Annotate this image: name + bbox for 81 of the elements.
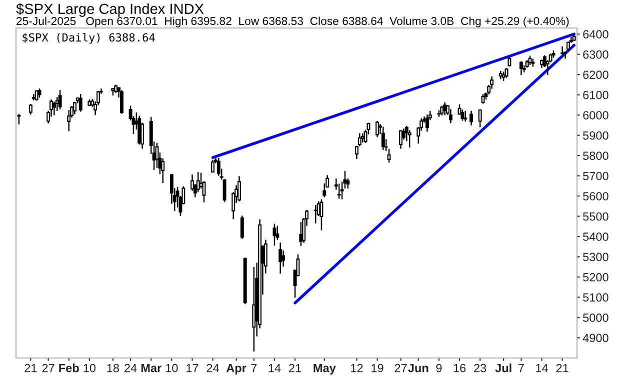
x-tick-label: 27 — [42, 364, 54, 372]
x-tick-label: 10 — [166, 364, 178, 372]
x-tick-label: 17 — [186, 364, 198, 372]
candlestick — [272, 224, 276, 246]
x-tick-label: 27 — [394, 364, 407, 372]
x-tick-label: 18 — [107, 364, 119, 372]
candlestick — [314, 204, 318, 224]
y-tick-label: 5200 — [583, 273, 608, 282]
candlestick — [443, 102, 447, 116]
x-tick-label: 23 — [474, 364, 486, 372]
chart-subtitle: 25-Jul-2025 Open 6370.01 High 6395.82 Low 6368.53 Close 6388.64 Volume 3.0B Chg +25.29 (+0.40%) — [16, 16, 569, 28]
y-tick-label: 5100 — [583, 293, 608, 302]
candlestick — [196, 172, 200, 192]
candlestick — [381, 126, 385, 150]
candlestick — [120, 90, 124, 114]
x-tick-label: 21 — [556, 364, 568, 372]
candlestick — [320, 199, 324, 230]
x-tick-label: 7 — [518, 364, 524, 372]
x-tick-label: May — [314, 364, 336, 375]
candlestick — [222, 179, 226, 202]
y-tick-label: 6000 — [583, 111, 608, 120]
y-tick-label: 6300 — [583, 50, 608, 59]
candlestick — [237, 176, 241, 202]
candlestick — [519, 61, 523, 75]
x-tick-label: 7 — [251, 364, 257, 372]
y-tick-label: 5000 — [583, 314, 608, 322]
y-tick-label: 6400 — [583, 30, 608, 38]
candlestick — [387, 148, 391, 163]
candlestick — [478, 109, 482, 128]
candlestick — [58, 90, 62, 110]
candlestick — [376, 120, 379, 137]
candlestick — [252, 266, 256, 352]
candlestick — [28, 104, 32, 114]
candlestick — [399, 130, 402, 149]
candlestick — [190, 174, 194, 191]
candlestick — [67, 110, 71, 132]
annotation: $SPX (Daily) 6388.64 — [22, 32, 155, 44]
candlestick — [425, 114, 429, 132]
x-tick-label: 14 — [268, 364, 281, 372]
candlestick — [448, 109, 452, 124]
chart-title: $SPX Large Cap Index INDX — [16, 3, 204, 17]
candlestick — [464, 110, 468, 122]
y-tick-label: 5700 — [583, 172, 608, 180]
y-tick-label: 6100 — [583, 90, 608, 100]
x-tick-label: Feb — [59, 364, 79, 372]
candlestick — [560, 46, 564, 54]
x-tick-label: 12 — [351, 364, 363, 372]
candlestick — [17, 114, 21, 124]
candlestick — [299, 222, 303, 246]
x-tick-label: 21 — [289, 364, 302, 372]
candlestick — [240, 216, 244, 239]
y-tick-label: 5600 — [583, 192, 608, 200]
y-tick-label: 5300 — [583, 252, 608, 262]
y-tick-label: 4900 — [582, 334, 608, 342]
y-tick-label: 5800 — [583, 152, 608, 160]
x-tick-label: Jul — [495, 364, 512, 372]
candlestick — [460, 110, 464, 121]
x-tick-label: 19 — [372, 364, 384, 372]
candlestick — [470, 110, 473, 126]
y-tick-label: 5500 — [583, 212, 608, 221]
y-tick-label: 6200 — [583, 70, 608, 79]
x-tick-label: 10 — [84, 364, 96, 372]
candlestick — [73, 102, 76, 114]
y-tick-label: 5900 — [583, 131, 608, 140]
y-tick-label: 5400 — [583, 232, 608, 241]
candlestick — [78, 94, 82, 112]
x-tick-label: Mar — [141, 364, 162, 372]
x-tick-label: 21 — [24, 364, 37, 372]
candlestick — [278, 242, 282, 274]
x-tick-label: Jun — [408, 364, 428, 372]
candlestick — [340, 182, 344, 200]
x-tick-label: 14 — [536, 364, 548, 372]
candlestick — [55, 97, 59, 112]
x-tick-label: 24 — [124, 364, 137, 372]
x-tick-label: 9 — [436, 364, 442, 372]
x-tick-label: 24 — [206, 364, 220, 372]
candlestick — [408, 130, 412, 148]
x-tick-label: Apr — [226, 364, 246, 375]
x-tick-label: 16 — [454, 364, 466, 372]
candlestick — [216, 158, 220, 176]
candlestick — [211, 160, 215, 173]
